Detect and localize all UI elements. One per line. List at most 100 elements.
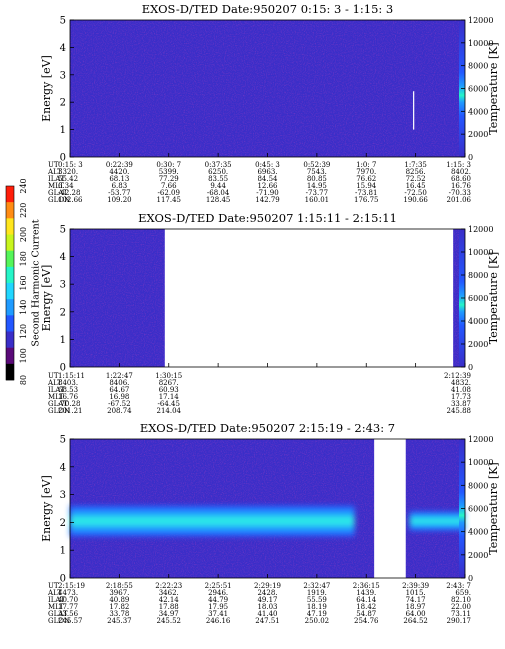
energy-band bbox=[409, 511, 465, 531]
y2-tick-label: 2000 bbox=[468, 551, 488, 560]
table-cell: -68.04 bbox=[207, 189, 230, 197]
table-cell: 84.54 bbox=[257, 175, 278, 183]
y2-tick-label: 12000 bbox=[468, 225, 493, 234]
colorbar-swatch bbox=[6, 363, 14, 381]
table-cell: -72.50 bbox=[404, 189, 426, 197]
y-tick-label: 3 bbox=[60, 280, 66, 291]
table-cell: 18.03 bbox=[257, 603, 277, 611]
table-cell: 2:29:19 bbox=[254, 582, 281, 590]
table-cell: 80.85 bbox=[307, 175, 327, 183]
table-cell: 160.01 bbox=[305, 196, 330, 204]
table-cell: 2:25:51 bbox=[205, 582, 232, 590]
table-cell: 214.04 bbox=[157, 407, 182, 415]
table-cell: 16.76 bbox=[58, 393, 79, 401]
table-cell: 47.19 bbox=[307, 610, 327, 618]
table-cell: 2:22:23 bbox=[155, 582, 182, 590]
table-cell: -53.77 bbox=[108, 189, 130, 197]
y-tick-label: 1 bbox=[60, 125, 66, 136]
panel-3: EXOS-D/TED Date:950207 2:15:19 - 2:43: 7… bbox=[40, 421, 500, 625]
table-cell: 18.42 bbox=[356, 603, 376, 611]
table-cell: 250.02 bbox=[305, 617, 330, 625]
table-cell: 64.14 bbox=[356, 596, 377, 604]
y-axis-label: Energy [eV] bbox=[40, 475, 53, 542]
colorbar-tick-label: 180 bbox=[19, 251, 28, 266]
table-cell: 40.70 bbox=[58, 596, 78, 604]
panel-1: EXOS-D/TED Date:950207 0:15: 3 - 1:15: 3… bbox=[40, 2, 500, 204]
table-cell: 190.66 bbox=[403, 196, 428, 204]
table-cell: 17.95 bbox=[208, 603, 228, 611]
table-row-label: UT bbox=[48, 161, 59, 169]
table-cell: 64.00 bbox=[406, 610, 426, 618]
table-cell: 74.17 bbox=[406, 596, 426, 604]
y-tick-label: 2 bbox=[60, 98, 66, 109]
table-row-label: UT bbox=[48, 372, 59, 380]
table-cell: 8402. bbox=[451, 168, 471, 176]
table-row-label: MLT bbox=[48, 182, 64, 190]
table-cell: 41.08 bbox=[451, 386, 471, 394]
table-row-label: ALT bbox=[47, 379, 62, 387]
table-row-label: GLAT bbox=[48, 400, 68, 408]
table-cell: 49.17 bbox=[257, 596, 277, 604]
table-cell: 3462. bbox=[159, 589, 179, 597]
table-cell: 1:22:47 bbox=[106, 372, 133, 380]
table-cell: 176.75 bbox=[354, 196, 379, 204]
table-row-label: UT bbox=[48, 582, 59, 590]
table-cell: 60.93 bbox=[159, 386, 179, 394]
y2-tick-label: 10000 bbox=[468, 39, 493, 48]
table-cell: 44.79 bbox=[208, 596, 228, 604]
table-cell: -70.33 bbox=[449, 189, 471, 197]
colorbar: 80 100 120 140 160 180 200 220 240 Second Harmoni… bbox=[5, 178, 42, 385]
table-cell: 117.45 bbox=[157, 196, 182, 204]
table-cell: 17.88 bbox=[159, 603, 179, 611]
y2-axis-label: Temperature [K] bbox=[487, 42, 500, 134]
table-cell: 245.88 bbox=[447, 407, 472, 415]
table-cell: 201.21 bbox=[58, 407, 83, 415]
table-cell: 2:12:39 bbox=[444, 372, 471, 380]
table-cell: 201.06 bbox=[447, 196, 472, 204]
colorbar-frame bbox=[5, 185, 15, 381]
table-cell: 247.51 bbox=[255, 617, 280, 625]
table-cell: -70.28 bbox=[58, 400, 80, 408]
colorbar-tick-label: 120 bbox=[19, 324, 28, 339]
table-cell: 208.74 bbox=[107, 407, 132, 415]
table-cell: 8406. bbox=[109, 379, 129, 387]
colorbar-swatch bbox=[6, 186, 14, 203]
table-cell: 7970. bbox=[356, 168, 376, 176]
y-axis-label: Energy [eV] bbox=[40, 265, 53, 332]
y2-tick-label: 8000 bbox=[468, 271, 488, 280]
y-tick-label: 2 bbox=[60, 307, 66, 318]
table-cell: 16.45 bbox=[406, 182, 426, 190]
energy-band bbox=[70, 505, 355, 537]
table-cell: 1:0: 7 bbox=[356, 161, 376, 169]
table-cell: 2:15:19 bbox=[58, 582, 85, 590]
y2-tick-label: 8000 bbox=[468, 481, 488, 490]
table-cell: 73.11 bbox=[451, 610, 471, 618]
table-cell: 2:18:55 bbox=[106, 582, 133, 590]
table-cell: 3320. bbox=[58, 168, 78, 176]
y2-tick-label: 2000 bbox=[468, 340, 488, 349]
table-cell: 77.29 bbox=[159, 175, 179, 183]
table-cell: 42.14 bbox=[159, 596, 180, 604]
table-cell: 68.53 bbox=[58, 386, 78, 394]
y2-tick-label: 0 bbox=[468, 153, 473, 162]
y2-axis-label: Temperature [K] bbox=[487, 462, 500, 554]
table-cell: 659. bbox=[455, 589, 471, 597]
y-tick-label: 5 bbox=[60, 16, 66, 27]
table-cell: 1439. bbox=[356, 589, 376, 597]
table-cell: 18.19 bbox=[307, 603, 327, 611]
data-gap bbox=[164, 229, 454, 367]
table-cell: 6.83 bbox=[112, 182, 128, 190]
colorbar-swatch bbox=[6, 315, 14, 332]
table-cell: 290.17 bbox=[447, 617, 472, 625]
table-cell: 1:7:35 bbox=[404, 161, 427, 169]
y2-tick-label: 12000 bbox=[468, 435, 493, 444]
table-cell: 1:15:11 bbox=[58, 372, 85, 380]
table-cell: 1:15: 3 bbox=[446, 161, 471, 169]
table-cell: 8256. bbox=[406, 168, 426, 176]
table-row-label: ILAT bbox=[48, 386, 65, 394]
table-cell: 4832. bbox=[451, 379, 471, 387]
table-row-label: GLON bbox=[48, 407, 70, 415]
table-row-label: GLON bbox=[48, 196, 70, 204]
table-cell: 17.82 bbox=[109, 603, 129, 611]
